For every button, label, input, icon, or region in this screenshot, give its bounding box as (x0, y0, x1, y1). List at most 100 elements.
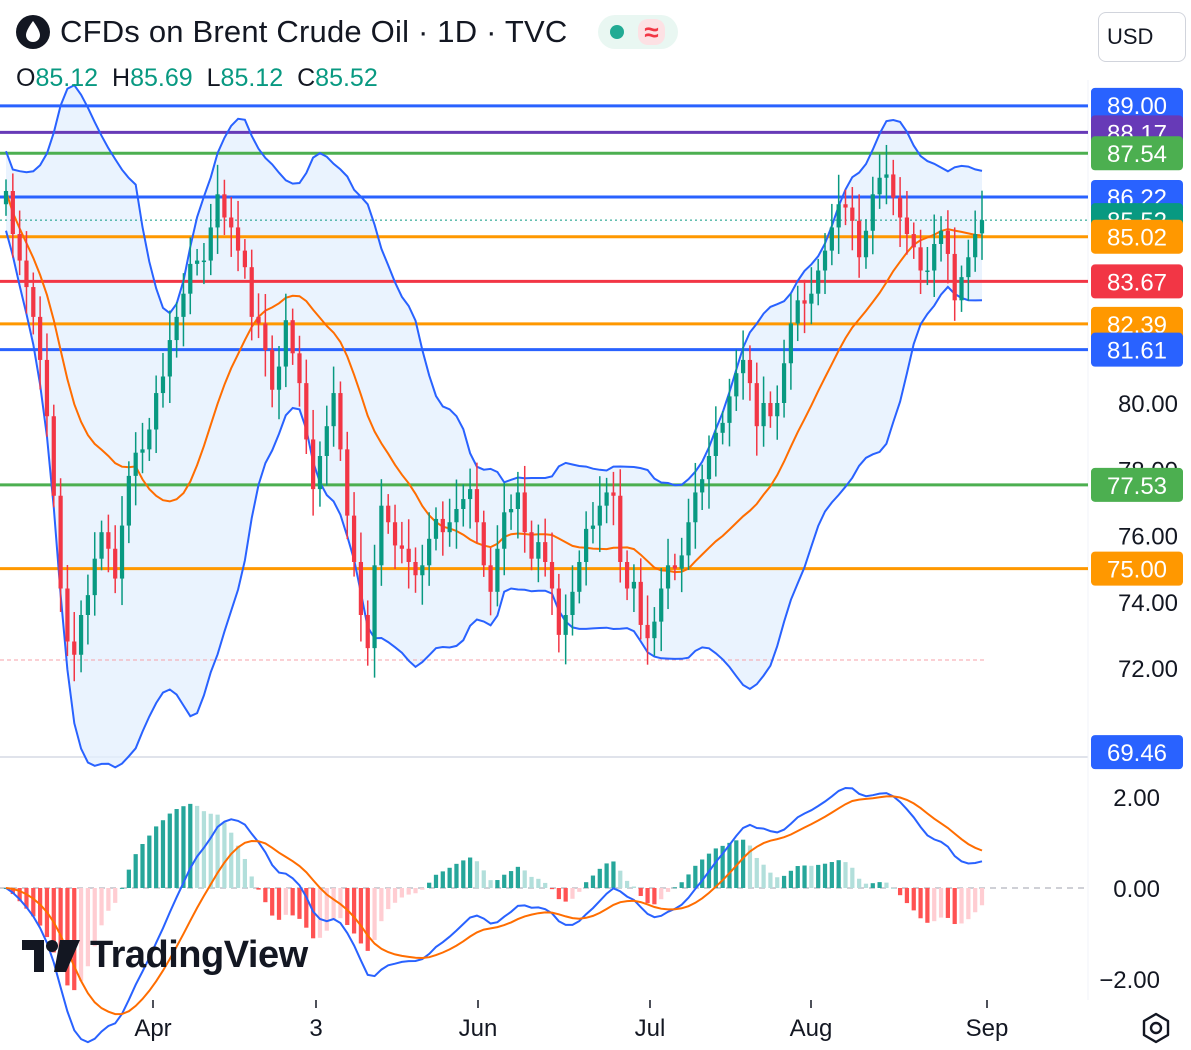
candle-body[interactable] (17, 234, 22, 261)
candle-body[interactable] (802, 300, 807, 304)
candle-body[interactable] (167, 340, 172, 377)
candle-body[interactable] (311, 439, 316, 490)
candle-body[interactable] (372, 565, 377, 649)
candle-body[interactable] (51, 416, 56, 496)
candle-body[interactable] (140, 449, 145, 453)
candle-body[interactable] (979, 220, 985, 234)
candle-body[interactable] (638, 581, 643, 625)
candle-body[interactable] (263, 323, 268, 351)
candle-body[interactable] (706, 456, 712, 480)
candle-body[interactable] (147, 429, 152, 450)
candle-body[interactable] (481, 522, 486, 566)
tradingview-logo[interactable]: TradingView (22, 934, 308, 977)
candle-body[interactable] (700, 479, 705, 493)
candle-body[interactable] (543, 542, 548, 562)
candle-body[interactable] (857, 220, 862, 258)
candle-body[interactable] (78, 615, 84, 655)
candle-body[interactable] (488, 565, 493, 592)
candle-body[interactable] (283, 320, 288, 367)
candle-body[interactable] (938, 230, 944, 244)
candle-body[interactable] (679, 555, 684, 569)
candle-body[interactable] (536, 542, 541, 559)
candle-body[interactable] (290, 320, 295, 354)
candle-body[interactable] (38, 316, 43, 360)
settings-icon[interactable] (1140, 1012, 1172, 1044)
candle-body[interactable] (631, 581, 637, 589)
candle-body[interactable] (495, 548, 500, 592)
candle-body[interactable] (618, 495, 623, 562)
candle-body[interactable] (461, 499, 466, 509)
candle-body[interactable] (720, 422, 725, 433)
status-pill[interactable]: ≈ (597, 15, 678, 49)
candle-body[interactable] (174, 316, 179, 341)
candle-body[interactable] (672, 565, 677, 569)
candle-body[interactable] (235, 227, 241, 251)
candle-body[interactable] (270, 350, 275, 390)
candle-body[interactable] (918, 247, 923, 271)
candle-body[interactable] (242, 250, 247, 268)
candle-body[interactable] (85, 595, 91, 615)
candle-body[interactable] (427, 538, 432, 566)
candle-body[interactable] (911, 234, 916, 248)
candle-body[interactable] (181, 293, 186, 317)
candle-body[interactable] (973, 234, 978, 258)
candle-body[interactable] (659, 588, 664, 622)
candle-body[interactable] (65, 588, 70, 642)
candle-body[interactable] (809, 293, 814, 304)
candle-body[interactable] (741, 359, 746, 374)
candle-body[interactable] (447, 522, 452, 533)
candle-body[interactable] (652, 621, 657, 639)
candle-body[interactable] (713, 432, 718, 456)
candle-body[interactable] (201, 260, 207, 263)
candle-body[interactable] (304, 383, 309, 440)
candle-body[interactable] (133, 452, 138, 476)
candle-body[interactable] (522, 492, 527, 533)
candle-body[interactable] (160, 376, 166, 394)
currency-selector[interactable]: USD (1098, 12, 1186, 62)
candle-body[interactable] (816, 270, 821, 294)
candle-body[interactable] (577, 562, 582, 592)
candle-body[interactable] (276, 366, 282, 390)
candle-body[interactable] (549, 562, 555, 589)
candle-body[interactable] (891, 174, 896, 198)
candle-body[interactable] (392, 522, 398, 546)
candle-body[interactable] (358, 562, 364, 615)
candle-body[interactable] (959, 277, 964, 301)
candle-body[interactable] (795, 300, 800, 324)
candle-body[interactable] (474, 489, 480, 523)
candle-body[interactable] (351, 515, 357, 562)
candle-body[interactable] (99, 532, 104, 559)
candle-body[interactable] (781, 363, 787, 403)
candle-body[interactable] (413, 562, 418, 576)
candle-body[interactable] (215, 194, 220, 228)
candle-body[interactable] (229, 217, 234, 228)
candle-body[interactable] (556, 588, 561, 635)
candle-body[interactable] (44, 359, 50, 417)
candle-body[interactable] (324, 426, 329, 456)
candle-body[interactable] (345, 449, 350, 516)
candle-body[interactable] (611, 492, 616, 496)
candle-body[interactable] (3, 191, 9, 205)
candle-body[interactable] (188, 263, 193, 294)
candle-body[interactable] (365, 615, 370, 649)
candle-body[interactable] (665, 565, 671, 589)
candle-body[interactable] (904, 217, 910, 235)
candle-body[interactable] (379, 505, 384, 566)
candle-body[interactable] (597, 505, 602, 526)
candle-body[interactable] (113, 548, 118, 579)
candle-body[interactable] (836, 204, 841, 228)
candle-body[interactable] (727, 396, 732, 423)
candle-body[interactable] (119, 525, 125, 579)
candle-body[interactable] (645, 624, 650, 639)
candle-body[interactable] (467, 489, 473, 500)
candle-body[interactable] (897, 197, 903, 218)
candle-body[interactable] (775, 403, 780, 417)
candle-body[interactable] (338, 393, 343, 450)
candle-body[interactable] (454, 509, 459, 523)
candle-body[interactable] (10, 191, 15, 235)
candle-body[interactable] (850, 207, 855, 221)
candle-body[interactable] (529, 532, 534, 559)
candle-body[interactable] (877, 177, 882, 195)
candle-body[interactable] (126, 475, 131, 526)
